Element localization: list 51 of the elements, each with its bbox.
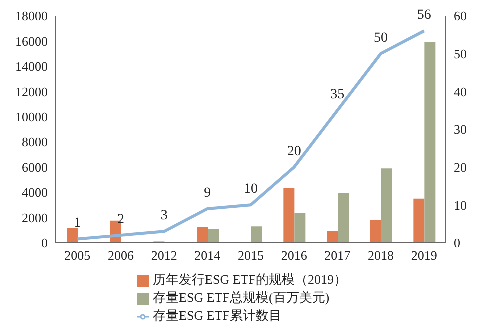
data-label: 9 <box>204 186 212 201</box>
data-label: 3 <box>160 208 168 224</box>
y-tick-label: 18000 <box>16 8 48 24</box>
data-label: 35 <box>330 88 345 103</box>
y-tick-label: 8000 <box>22 134 48 150</box>
bar <box>284 188 295 243</box>
legend-label: 存量ESG ETF累计数目 <box>153 308 282 323</box>
x-tick-label: 2014 <box>194 248 222 264</box>
legend-label: 存量ESG ETF总规模(百万美元) <box>153 290 330 305</box>
y-tick-label: 6000 <box>22 160 48 175</box>
y-tick-label: 12000 <box>16 84 48 100</box>
y2-tick-label: 40 <box>454 84 467 100</box>
bar <box>327 231 338 243</box>
y-tick-label: 10000 <box>16 110 48 125</box>
x-tick-label: 2015 <box>238 248 264 264</box>
y-tick-label: 16000 <box>16 34 48 49</box>
data-label: 56 <box>417 8 432 24</box>
y2-tick-label: 10 <box>454 198 467 213</box>
bar <box>251 226 262 243</box>
y2-tick-label: 20 <box>454 160 467 175</box>
x-tick-label: 2018 <box>368 248 394 264</box>
x-tick-label: 2016 <box>281 248 308 264</box>
data-label: 2 <box>118 212 124 228</box>
legend-label: 历年发行ESG ETF的规模（2019） <box>153 272 347 287</box>
y-tick-label: 14000 <box>16 59 48 74</box>
y2-tick-label: 60 <box>454 8 467 24</box>
bar <box>67 228 78 243</box>
data-label: 1 <box>74 216 82 232</box>
y-tick-label: 2000 <box>22 210 48 226</box>
y2-tick-label: 0 <box>454 236 460 251</box>
bar <box>208 229 219 243</box>
y2-tick-label: 50 <box>454 46 467 62</box>
bar <box>424 42 436 243</box>
bar <box>414 198 425 243</box>
x-tick-label: 2012 <box>151 248 178 264</box>
x-tick-label: 2019 <box>411 248 438 264</box>
x-tick-label: 2006 <box>108 248 134 264</box>
bar <box>294 213 306 243</box>
bar <box>338 193 349 243</box>
data-label: 20 <box>287 144 302 160</box>
y-tick-label: 4000 <box>22 185 48 200</box>
line-series <box>76 30 426 241</box>
data-label: 10 <box>244 182 258 198</box>
bar <box>197 227 208 243</box>
x-tick-label: 2005 <box>64 248 91 264</box>
y2-tick-label: 30 <box>454 122 467 138</box>
bar <box>381 168 392 243</box>
y-tick-label: 0 <box>42 236 48 251</box>
x-tick-label: 2017 <box>324 248 352 264</box>
bar <box>370 220 382 243</box>
data-label: 50 <box>374 30 388 46</box>
